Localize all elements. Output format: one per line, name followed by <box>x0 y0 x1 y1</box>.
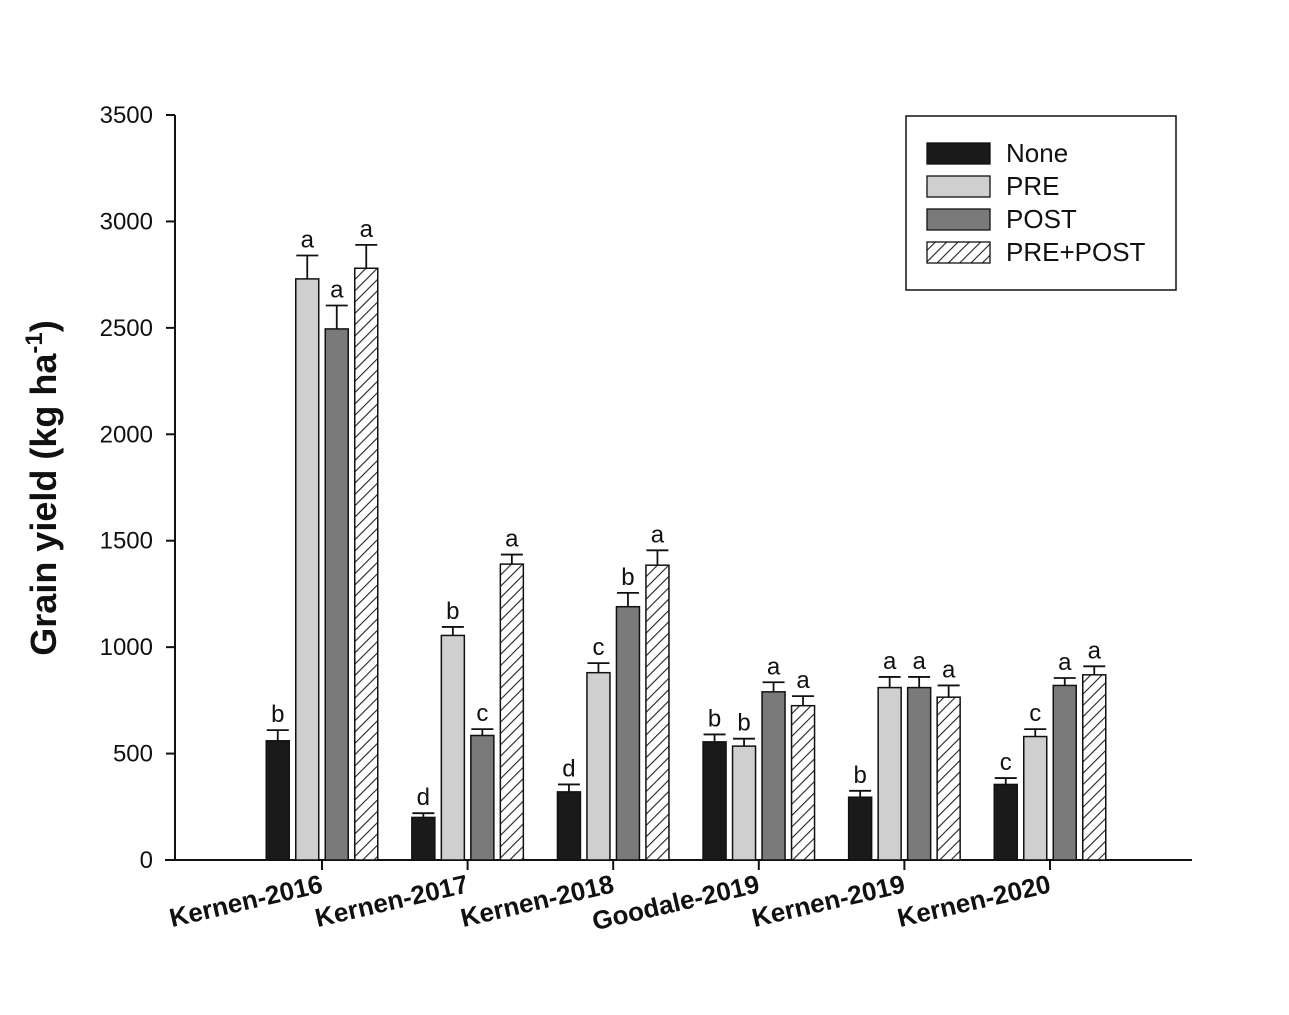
significance-letter: d <box>562 755 575 782</box>
bar-pre <box>295 278 320 861</box>
bar-post <box>324 328 349 861</box>
significance-letter: a <box>330 277 344 304</box>
significance-letter: a <box>301 226 315 253</box>
bar-pre <box>731 745 757 861</box>
y-axis: 0 500 1000 1500 2000 2500 3000 3500 <box>100 102 176 874</box>
significance-letter: a <box>360 216 374 243</box>
bar-none <box>702 741 727 861</box>
legend-swatch <box>926 241 991 264</box>
bar-pre-post <box>499 563 525 861</box>
significance-letter: a <box>942 656 956 683</box>
bar-pre-post <box>790 704 816 861</box>
y-axis-label-close: ) <box>23 320 64 332</box>
x-tick-label: Kernen-2017 <box>312 869 471 933</box>
y-tick-label: 2500 <box>100 315 153 342</box>
bar-pre <box>440 634 466 861</box>
bar-none <box>556 791 582 861</box>
significance-letter: a <box>883 648 897 675</box>
significance-letter: a <box>796 667 810 694</box>
significance-letter: b <box>853 762 866 789</box>
bar-post <box>1052 684 1077 861</box>
legend-label: POST <box>1006 204 1077 234</box>
bar-pre <box>877 686 902 861</box>
legend-label: None <box>1006 138 1068 168</box>
bar-pre-post <box>645 564 670 861</box>
legend-swatch <box>926 175 991 198</box>
bar-none <box>265 740 290 861</box>
x-tick-label: Kernen-2019 <box>749 869 908 933</box>
legend-swatch <box>926 208 991 231</box>
significance-letter: c <box>592 634 604 661</box>
y-tick-label: 0 <box>140 847 153 874</box>
bar-none <box>847 796 873 861</box>
significance-letter: b <box>708 705 721 732</box>
y-tick-label: 500 <box>113 741 153 768</box>
bar-pre <box>1023 735 1048 861</box>
y-tick-label: 2000 <box>100 421 153 448</box>
significance-letter: c <box>476 700 488 727</box>
bar-post <box>761 691 786 861</box>
bar-post <box>906 686 932 861</box>
legend-label: PRE+POST <box>1006 237 1146 267</box>
bar-post <box>470 734 495 861</box>
significance-letter: c <box>1000 749 1012 776</box>
y-tick-label: 3000 <box>100 208 153 235</box>
bar-pre-post <box>354 267 379 861</box>
x-axis: Kernen-2016Kernen-2017Kernen-2018Goodale… <box>165 859 1192 937</box>
significance-letter: a <box>912 648 926 675</box>
bar-none <box>993 783 1018 861</box>
significance-letter: b <box>271 701 284 728</box>
x-tick-label: Goodale-2019 <box>589 869 762 937</box>
y-axis-label-main: Grain yield (kg ha <box>23 353 64 656</box>
significance-letter: c <box>1029 700 1041 727</box>
y-axis-label-sup: -1 <box>21 332 48 353</box>
significance-letter: b <box>446 598 459 625</box>
y-tick-label: 3500 <box>100 102 153 129</box>
bar-post <box>615 605 641 861</box>
significance-letter: a <box>767 653 781 680</box>
x-tick-label: Kernen-2020 <box>895 869 1054 933</box>
bar-pre-post <box>1082 674 1107 861</box>
significance-letter: a <box>505 526 519 553</box>
bar-none <box>411 816 436 861</box>
significance-letter: b <box>737 710 750 737</box>
significance-letter: b <box>621 564 634 591</box>
significance-letter: a <box>651 521 665 548</box>
y-tick-label: 1500 <box>100 528 153 555</box>
significance-letter: d <box>417 784 430 811</box>
y-tick-label: 1000 <box>100 634 153 661</box>
legend-swatch <box>926 142 991 165</box>
x-tick-label: Kernen-2016 <box>167 869 326 933</box>
significance-letter: a <box>1088 637 1102 664</box>
bar-pre-post <box>936 696 961 861</box>
legend-label: PRE <box>1006 171 1059 201</box>
significance-letter: a <box>1058 649 1072 676</box>
bar-pre <box>586 671 611 861</box>
y-axis-label: Grain yield (kg ha-1) <box>21 320 64 655</box>
